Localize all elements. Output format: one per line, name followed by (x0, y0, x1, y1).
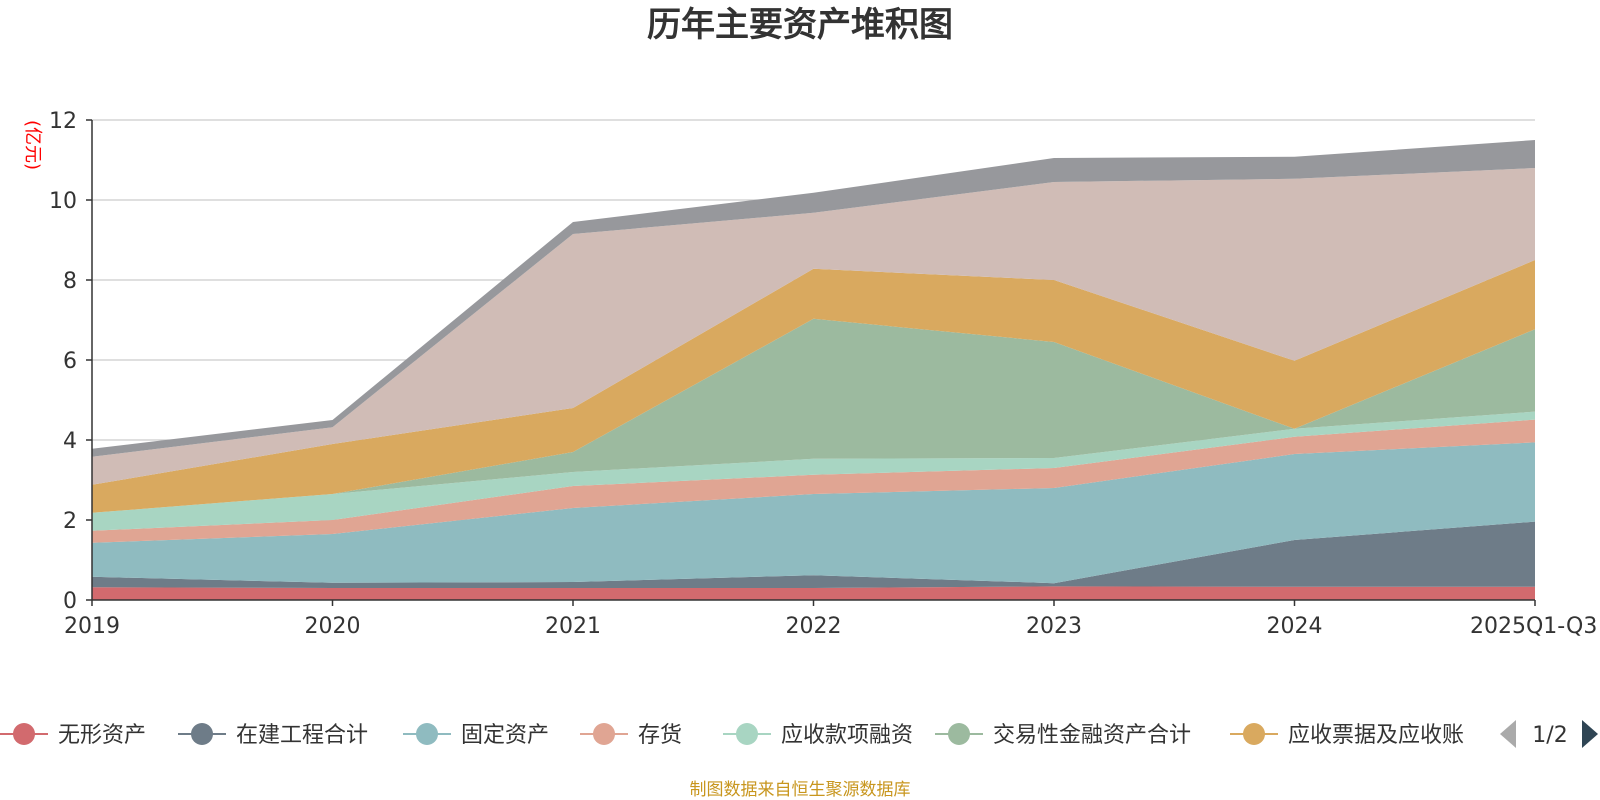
area-series-8 (92, 168, 1535, 485)
unit-open-paren: ( (22, 120, 43, 127)
x-tick-label: 2024 (1267, 614, 1323, 639)
legend-item[interactable]: 交易性金融资产合计 (935, 723, 1191, 748)
legend-label: 交易性金融资产合计 (993, 723, 1191, 748)
legend-marker (948, 723, 970, 745)
area-series-9 (92, 140, 1535, 457)
legend-marker (736, 723, 758, 745)
legend-item[interactable]: 固定资产 (403, 723, 549, 748)
source-note: 制图数据来自恒生聚源数据库 (690, 780, 911, 800)
unit-close-paren: ) (22, 163, 43, 170)
legend-item[interactable]: 在建工程合计 (178, 723, 368, 748)
x-tick-label: 2019 (64, 614, 120, 639)
area-series-1 (92, 586, 1535, 600)
legend-marker (13, 723, 35, 745)
y-tick-label: 0 (63, 589, 77, 614)
x-tick-label: 2025Q1-Q3 (1470, 614, 1597, 639)
legend-label: 无形资产 (58, 723, 146, 748)
y-tick-label: 10 (49, 189, 77, 214)
legend-label: 在建工程合计 (236, 723, 368, 748)
legend-marker (416, 723, 438, 745)
legend-next-page-icon[interactable] (1582, 720, 1598, 748)
x-tick-label: 2021 (545, 614, 601, 639)
legend-page-indicator: 1/2 (1532, 723, 1567, 748)
legend-marker (1243, 723, 1265, 745)
legend-marker (191, 723, 213, 745)
legend: 无形资产 在建工程合计 固定资产 存货 应收款项融资 交易性金融资产合计 应收票据及应收账 1… (0, 720, 1598, 748)
y-axis-unit: 亿元 (22, 127, 43, 163)
legend-item[interactable]: 存货 (580, 723, 682, 748)
y-tick-label: 4 (63, 429, 77, 454)
legend-marker (593, 723, 615, 745)
y-tick-label: 8 (63, 269, 77, 294)
area-series-4 (92, 419, 1535, 543)
legend-item[interactable]: 应收款项融资 (723, 723, 913, 748)
x-tick-label: 2023 (1026, 614, 1082, 639)
chart-title: 历年主要资产堆积图 (647, 5, 953, 45)
axes: 0 2 4 6 8 10 12 2019 2020 2021 2022 2023 2024 2025Q1-… (49, 109, 1597, 639)
x-tick-label: 2020 (305, 614, 361, 639)
legend-label: 应收款项融资 (781, 723, 913, 748)
area-series-6 (92, 318, 1535, 513)
y-tick-label: 12 (49, 109, 77, 134)
y-axis-unit-label: (亿元) (22, 120, 43, 170)
legend-label: 固定资产 (461, 723, 549, 748)
legend-item[interactable]: 应收票据及应收账 (1230, 723, 1464, 748)
y-tick-label: 2 (63, 509, 77, 534)
area-series-7 (92, 260, 1535, 513)
legend-prev-page-icon[interactable] (1500, 720, 1516, 748)
legend-label: 应收票据及应收账 (1288, 723, 1464, 748)
y-tick-label: 6 (63, 349, 77, 374)
area-series-5 (92, 411, 1535, 531)
legend-label: 存货 (638, 723, 682, 748)
area-series-3 (92, 442, 1535, 584)
x-tick-label: 2022 (786, 614, 842, 639)
area-series-group (92, 140, 1535, 600)
area-series-2 (92, 521, 1535, 588)
legend-item[interactable]: 无形资产 (0, 723, 146, 748)
